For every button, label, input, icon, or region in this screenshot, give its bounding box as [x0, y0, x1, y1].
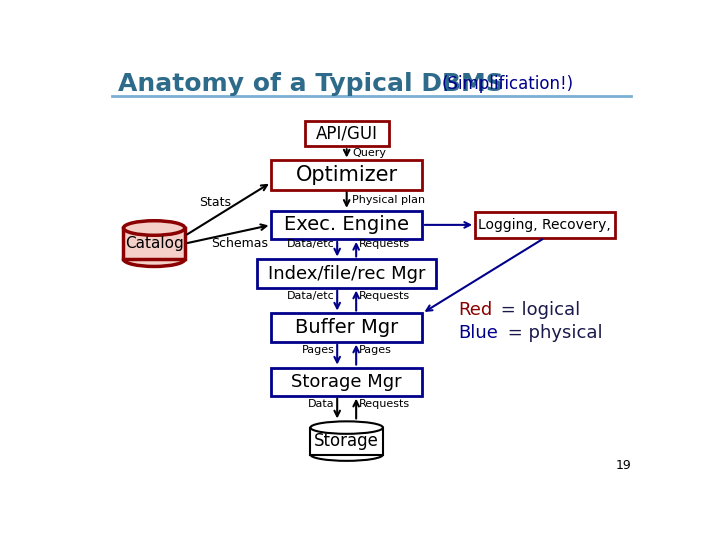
Text: (Simplification!): (Simplification!): [441, 75, 574, 92]
Bar: [305, 120, 389, 146]
Text: Requests: Requests: [359, 400, 410, 409]
Text: Index/file/rec Mgr: Index/file/rec Mgr: [268, 265, 426, 282]
Text: Schemas: Schemas: [212, 237, 269, 250]
Text: Blue: Blue: [459, 324, 498, 342]
Ellipse shape: [310, 421, 383, 434]
Text: Red: Red: [459, 301, 492, 319]
Text: Pages: Pages: [302, 345, 334, 355]
Text: = logical: = logical: [495, 301, 580, 319]
Bar: [271, 368, 422, 396]
Text: Buffer Mgr: Buffer Mgr: [295, 318, 398, 337]
Text: 19: 19: [616, 460, 631, 472]
Text: Logging, Recovery,: Logging, Recovery,: [478, 218, 611, 232]
Text: Data: Data: [307, 400, 334, 409]
Text: API/GUI: API/GUI: [315, 124, 378, 143]
Text: Optimizer: Optimizer: [296, 165, 397, 185]
Text: Query: Query: [352, 148, 386, 158]
Text: Stats: Stats: [199, 195, 232, 208]
Text: = physical: = physical: [502, 324, 603, 342]
Text: Requests: Requests: [359, 291, 410, 301]
Text: Exec. Engine: Exec. Engine: [284, 215, 409, 234]
Bar: [124, 228, 185, 259]
Text: Anatomy of a Typical DBMS: Anatomy of a Typical DBMS: [118, 71, 504, 96]
Ellipse shape: [310, 448, 383, 461]
Text: Physical plan: Physical plan: [352, 195, 426, 205]
Text: Storage Mgr: Storage Mgr: [292, 373, 402, 390]
Bar: [271, 313, 422, 342]
Bar: [475, 212, 615, 238]
Ellipse shape: [124, 221, 185, 235]
Bar: [271, 211, 422, 239]
Text: Requests: Requests: [359, 239, 410, 249]
Text: Catalog: Catalog: [125, 236, 184, 251]
Bar: [258, 259, 436, 288]
Ellipse shape: [124, 252, 185, 266]
Text: Storage: Storage: [314, 432, 379, 450]
Text: Data/etc: Data/etc: [287, 239, 334, 249]
Text: Data/etc: Data/etc: [287, 291, 334, 301]
Bar: [271, 160, 422, 190]
Bar: [310, 428, 383, 455]
Text: Pages: Pages: [359, 345, 392, 355]
